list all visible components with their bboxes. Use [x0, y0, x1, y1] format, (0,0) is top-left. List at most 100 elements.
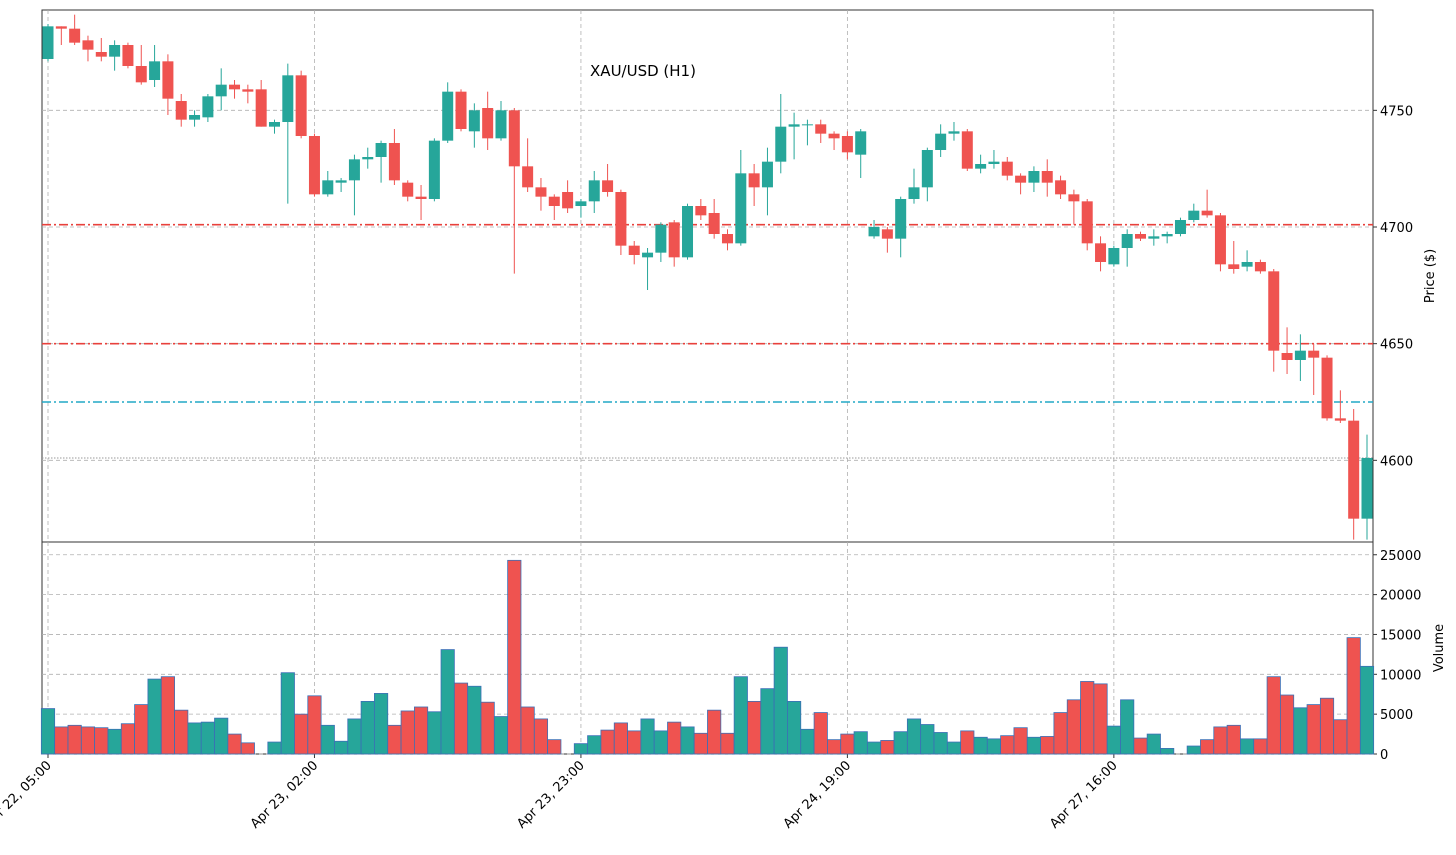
volume-bar	[866, 741, 882, 755]
volume-bar	[693, 732, 708, 755]
y-tick-label: 4650	[1380, 338, 1413, 353]
volume-bar	[1040, 736, 1055, 755]
candle-body	[921, 150, 933, 188]
volume-bar	[267, 741, 282, 755]
candle-body	[1015, 175, 1027, 183]
y-axis-label: Volume	[1432, 624, 1447, 672]
volume-bar	[520, 706, 535, 755]
volume-bar	[667, 721, 682, 755]
volume-bar	[787, 700, 802, 755]
volume-bar	[440, 649, 455, 755]
y-axis-label: Price ($)	[1423, 249, 1438, 303]
volume-bar	[973, 736, 988, 755]
candle-body	[229, 84, 241, 90]
candle-body	[602, 180, 614, 192]
candle-body	[721, 234, 733, 244]
volume-bar	[187, 722, 202, 755]
candle-body	[135, 66, 147, 83]
volume-bar	[320, 724, 335, 755]
volume-bar	[1133, 737, 1148, 755]
candle-body	[575, 201, 587, 206]
candle-body	[55, 26, 67, 29]
volume-bar	[827, 739, 842, 755]
candle-body	[468, 110, 480, 132]
candle-body	[375, 143, 387, 157]
volume-bar	[1293, 707, 1308, 755]
volume-bar	[906, 718, 922, 755]
volume-bar	[1120, 699, 1135, 755]
candle-body	[1308, 350, 1320, 358]
candle-body	[322, 180, 334, 195]
volume-bar	[307, 695, 322, 755]
y-tick-label: 4600	[1380, 454, 1413, 469]
volume-bar	[893, 731, 908, 755]
candle-body	[1188, 210, 1200, 220]
candle-body	[788, 124, 800, 127]
volume-bar	[1186, 745, 1201, 755]
volume-bar	[1253, 738, 1268, 755]
y-tick-label: 10000	[1380, 668, 1421, 683]
volume-bar	[80, 726, 96, 755]
volume-bar	[640, 718, 655, 755]
candle-body	[1201, 210, 1213, 216]
candle-body	[1361, 458, 1373, 519]
volume-bar	[733, 676, 748, 755]
candle-body	[508, 110, 520, 167]
candle-body	[1214, 215, 1226, 265]
candle-body	[122, 45, 134, 66]
volume-bar	[587, 735, 602, 755]
candle-body	[562, 192, 574, 209]
volume-bar	[1093, 683, 1108, 755]
volume-bar	[427, 711, 442, 755]
candle-body	[428, 140, 440, 199]
y-tick-label: 20000	[1380, 589, 1421, 604]
volume-bar	[1080, 681, 1095, 755]
volume-bar	[54, 726, 69, 755]
volume-bar	[453, 682, 469, 755]
volume-bar	[813, 712, 828, 755]
volume-bar	[1026, 736, 1041, 755]
candle-body	[402, 182, 414, 197]
candle-body	[282, 75, 294, 122]
candle-body	[42, 26, 54, 59]
x-tick-label: Apr 23, 02:00	[248, 758, 321, 831]
volume-bar	[134, 704, 149, 755]
candle-body	[761, 161, 773, 188]
volume-bar	[1066, 699, 1081, 755]
volume-bar	[174, 709, 189, 755]
candle-body	[362, 157, 374, 160]
candle-body	[841, 136, 853, 153]
candle-body	[415, 196, 427, 199]
candle-body	[242, 89, 254, 92]
volume-bar	[240, 742, 255, 755]
candle-body	[388, 143, 400, 181]
volume-bar	[1106, 725, 1121, 755]
y-tick-label: 25000	[1380, 549, 1421, 564]
volume-bar	[533, 718, 549, 755]
candle-body	[961, 131, 973, 169]
volume-bar	[227, 733, 242, 755]
candle-body	[895, 199, 907, 239]
candle-body	[1095, 243, 1107, 262]
candle-body	[682, 206, 694, 258]
volume-bar	[374, 693, 389, 755]
candle-body	[695, 206, 707, 216]
volume-bar	[1306, 704, 1321, 755]
volume-bar	[840, 733, 855, 755]
candle-body	[109, 45, 121, 57]
volume-bar	[880, 740, 895, 755]
candle-body	[975, 164, 987, 169]
volume-bar	[1013, 727, 1028, 755]
candle-body	[1041, 171, 1053, 183]
candle-body	[1174, 220, 1186, 234]
candle-body	[628, 245, 640, 255]
candle-body	[815, 124, 827, 134]
volume-bar	[480, 701, 495, 755]
volume-bar	[1213, 726, 1228, 755]
candle-body	[1348, 420, 1360, 519]
plot-frame	[41, 9, 1374, 543]
volume-bar	[413, 706, 429, 755]
volume-bar	[467, 685, 482, 755]
candle-body	[1281, 353, 1293, 360]
candle-body	[162, 61, 174, 99]
